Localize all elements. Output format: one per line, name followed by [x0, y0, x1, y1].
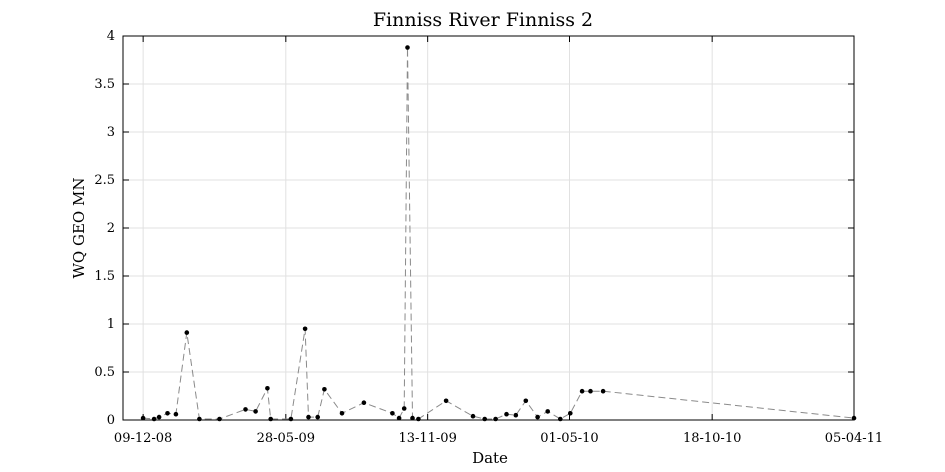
- x-tick-label: 18-10-10: [683, 431, 741, 446]
- data-point: [302, 326, 308, 332]
- y-tick-label: 3.5: [94, 77, 115, 92]
- data-point: [482, 416, 488, 422]
- x-tick-label: 09-12-08: [114, 431, 172, 446]
- data-point: [361, 400, 367, 406]
- data-point: [396, 415, 402, 421]
- data-point: [443, 398, 449, 404]
- data-point: [156, 414, 162, 420]
- y-tick-label: 3: [107, 125, 115, 140]
- data-point: [523, 398, 529, 404]
- y-axis-label: WQ GEO MN: [70, 178, 88, 279]
- data-point: [165, 411, 170, 416]
- data-point: [401, 406, 407, 411]
- data-point: [390, 411, 395, 416]
- y-tick-label: 1: [107, 317, 115, 332]
- series-line: [143, 47, 855, 420]
- y-tick-label: 2: [107, 221, 115, 236]
- data-point: [600, 388, 606, 394]
- data-point: [493, 416, 498, 422]
- data-point: [322, 387, 327, 392]
- data-point: [470, 413, 476, 419]
- data-point: [151, 416, 157, 422]
- y-tick-label: 0.5: [94, 365, 115, 380]
- data-point: [405, 45, 410, 50]
- data-point: [197, 416, 202, 422]
- data-point: [410, 415, 415, 421]
- y-tick-label: 4: [107, 29, 115, 44]
- data-point: [184, 330, 190, 335]
- y-tick-label: 2.5: [94, 173, 115, 188]
- data-point: [253, 409, 258, 414]
- data-point: [173, 411, 179, 417]
- grid-layer: [123, 36, 854, 420]
- x-tick-label: 05-04-11: [825, 431, 883, 446]
- data-point: [558, 416, 563, 422]
- point-layer: [140, 45, 857, 422]
- x-tick-label: 01-05-10: [540, 431, 598, 446]
- data-point: [588, 388, 593, 394]
- data-point: [288, 416, 294, 422]
- data-point: [504, 411, 509, 417]
- data-point: [568, 411, 573, 416]
- data-point: [243, 407, 248, 412]
- data-point: [315, 414, 321, 420]
- data-point: [339, 411, 345, 416]
- y-tick-label: 0: [107, 413, 115, 428]
- y-tick-label: 1.5: [94, 269, 115, 284]
- data-point: [851, 415, 857, 421]
- tick-layer: 0 0.5 1 1.5 2 2.5 3 3.5 4 09-12-08 28-05-09 13-11-0…: [94, 29, 883, 446]
- x-tick-label: 13-11-09: [398, 431, 456, 446]
- data-point: [306, 414, 311, 420]
- data-point: [217, 416, 222, 422]
- data-point: [535, 414, 540, 420]
- data-point: [545, 409, 550, 414]
- data-point: [268, 416, 274, 422]
- data-point: [579, 388, 585, 394]
- x-tick-label: 28-05-09: [257, 431, 315, 446]
- data-point: [513, 412, 519, 418]
- x-axis-label: Date: [472, 449, 508, 467]
- data-point: [416, 416, 421, 422]
- data-point: [140, 415, 146, 421]
- data-point: [265, 386, 270, 391]
- chart-title: Finniss River Finniss 2: [373, 9, 593, 31]
